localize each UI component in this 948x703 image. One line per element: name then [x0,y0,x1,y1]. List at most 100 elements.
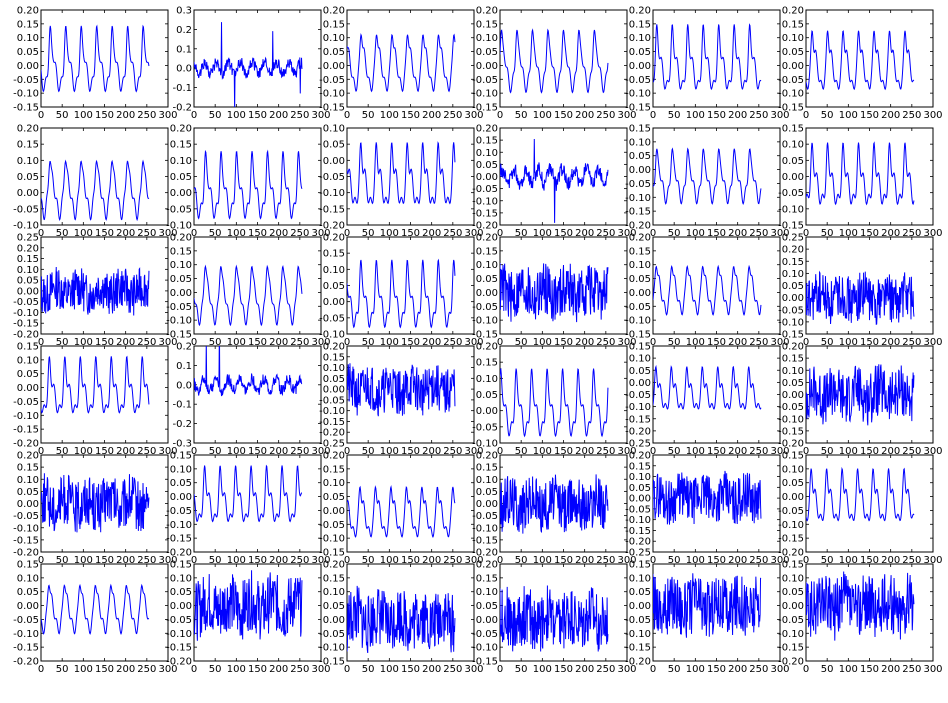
y-tick-label: -0.05 [166,506,192,517]
y-tick-label: -0.05 [166,615,192,626]
y-tick-label: -0.05 [778,506,804,517]
y-tick-label: 0.05 [629,366,651,377]
subplot-3: 0 50 100 150 200 250 300 -0.15 -0.10 -0.05 0.00 0.0… [319,6,483,122]
y-tick-label: 0.0 [176,380,192,391]
x-tick-label: 200 [269,228,288,239]
x-tick-label: 200 [728,337,747,348]
x-tick-label: 250 [749,337,768,348]
x-tick-label: 250 [902,228,921,239]
y-tick-label: 0.10 [476,260,498,271]
x-tick-label: 200 [422,228,441,239]
series-line [194,346,303,397]
x-tick-label: 50 [668,228,681,239]
x-tick-label: 150 [554,664,573,675]
x-tick-label: 300 [158,337,177,348]
x-tick-label: 100 [227,337,246,348]
x-tick-label: 100 [686,228,705,239]
y-tick-label: 0.0 [176,64,192,75]
y-tick-label: -0.05 [778,615,804,626]
subplot-15: 0 50 100 150 200 250 300 -0.10 -0.05 0.00 0.05 0.10… [319,233,483,349]
y-tick-label: 0.00 [17,383,39,394]
y-tick-label: -0.10 [13,308,39,319]
y-tick-label: 0.20 [323,451,345,462]
y-tick-label: 0.05 [782,478,804,489]
y-tick-label: 0.00 [476,288,498,299]
series-line [653,573,762,638]
x-tick-label: 300 [617,555,636,566]
x-tick-label: 200 [575,664,594,675]
subplot-31: 0 50 100 150 200 250 300 -0.20 -0.15 -0.10 -0.05 0.… [13,560,177,676]
x-tick-label: 150 [95,110,114,121]
y-tick-label: 0.20 [17,451,39,462]
y-tick-label: 0.05 [629,151,651,162]
x-tick-label: 200 [269,555,288,566]
y-tick-label: 0.00 [170,288,192,299]
y-tick-label: 0.05 [629,47,651,58]
x-tick-label: 300 [617,337,636,348]
x-tick-label: 250 [443,110,462,121]
y-tick-label: -0.05 [625,75,651,86]
y-tick-label: -0.2 [172,419,192,430]
y-tick-label: -0.10 [625,629,651,640]
y-tick-label: 0.10 [629,33,651,44]
x-tick-label: 200 [881,337,900,348]
x-tick-label: 250 [290,664,309,675]
y-tick-label: 0.15 [476,19,498,30]
y-tick-label: 0.05 [476,160,498,171]
x-tick-label: 300 [617,446,636,457]
x-tick-label: 300 [158,228,177,239]
y-tick-label: 0.10 [17,355,39,366]
x-tick-label: 0 [38,337,44,348]
y-tick-label: -0.15 [319,657,345,668]
x-tick-label: 100 [533,337,552,348]
y-tick-label: 0.00 [782,61,804,72]
series-line [347,258,456,329]
subplot-29: 0 50 100 150 200 250 300 -0.25-0.20-0.15-0.10-0… [625,451,789,567]
y-tick-label: 0.00 [170,601,192,612]
x-tick-label: 100 [380,228,399,239]
y-tick-label: -0.05 [778,75,804,86]
x-tick-label: 200 [116,446,135,457]
y-tick-label: -0.15 [319,417,345,428]
x-tick-label: 50 [362,664,375,675]
axes-frame [40,345,169,444]
y-tick-label: -0.05 [319,395,345,406]
x-tick-label: 250 [902,337,921,348]
y-tick-label: -0.10 [13,89,39,100]
y-tick-label: 0.00 [782,293,804,304]
y-tick-label: 0.10 [323,587,345,598]
x-tick-label: 0 [650,446,656,457]
subplot-1: 0 50 100 150 200 250 300 -0.15 -0.10 -0.05 0.00 0.0… [13,6,177,122]
y-tick-label: 0.10 [629,260,651,271]
x-tick-label: 250 [596,228,615,239]
x-tick-label: 0 [344,337,350,348]
x-tick-label: 50 [209,228,222,239]
axes-frame [652,9,781,108]
x-tick-label: 250 [443,337,462,348]
x-tick-label: 200 [575,228,594,239]
subplot-32: 0 50 100 150 200 250 300 -0.20 -0.15 -0.10 -0.05 0.… [166,560,330,676]
x-tick-label: 150 [554,228,573,239]
x-tick-label: 0 [497,228,503,239]
y-tick-label: 0.10 [476,148,498,159]
y-tick-label: 0.05 [476,47,498,58]
y-tick-label: -0.20 [472,548,498,559]
y-tick-label: -0.15 [778,221,804,232]
y-tick-label: 0.10 [476,587,498,598]
x-tick-label: 250 [443,555,462,566]
x-tick-label: 300 [770,664,789,675]
x-tick-label: 150 [248,110,267,121]
x-tick-label: 200 [881,228,900,239]
y-tick-label: -0.20 [472,221,498,232]
y-tick-label: 0.00 [17,188,39,199]
y-tick-label: -0.10 [166,221,192,232]
y-tick-label: 0.15 [170,140,192,151]
y-tick-label: 0.10 [782,140,804,151]
x-tick-label: 50 [515,337,528,348]
x-tick-label: 250 [290,446,309,457]
x-tick-label: 300 [923,555,942,566]
x-tick-label: 250 [902,446,921,457]
subplot-6: 0 50 100 150 200 250 300 -0.15 -0.10 -0.05 0.00 0.0… [778,6,942,122]
x-tick-label: 250 [749,228,768,239]
